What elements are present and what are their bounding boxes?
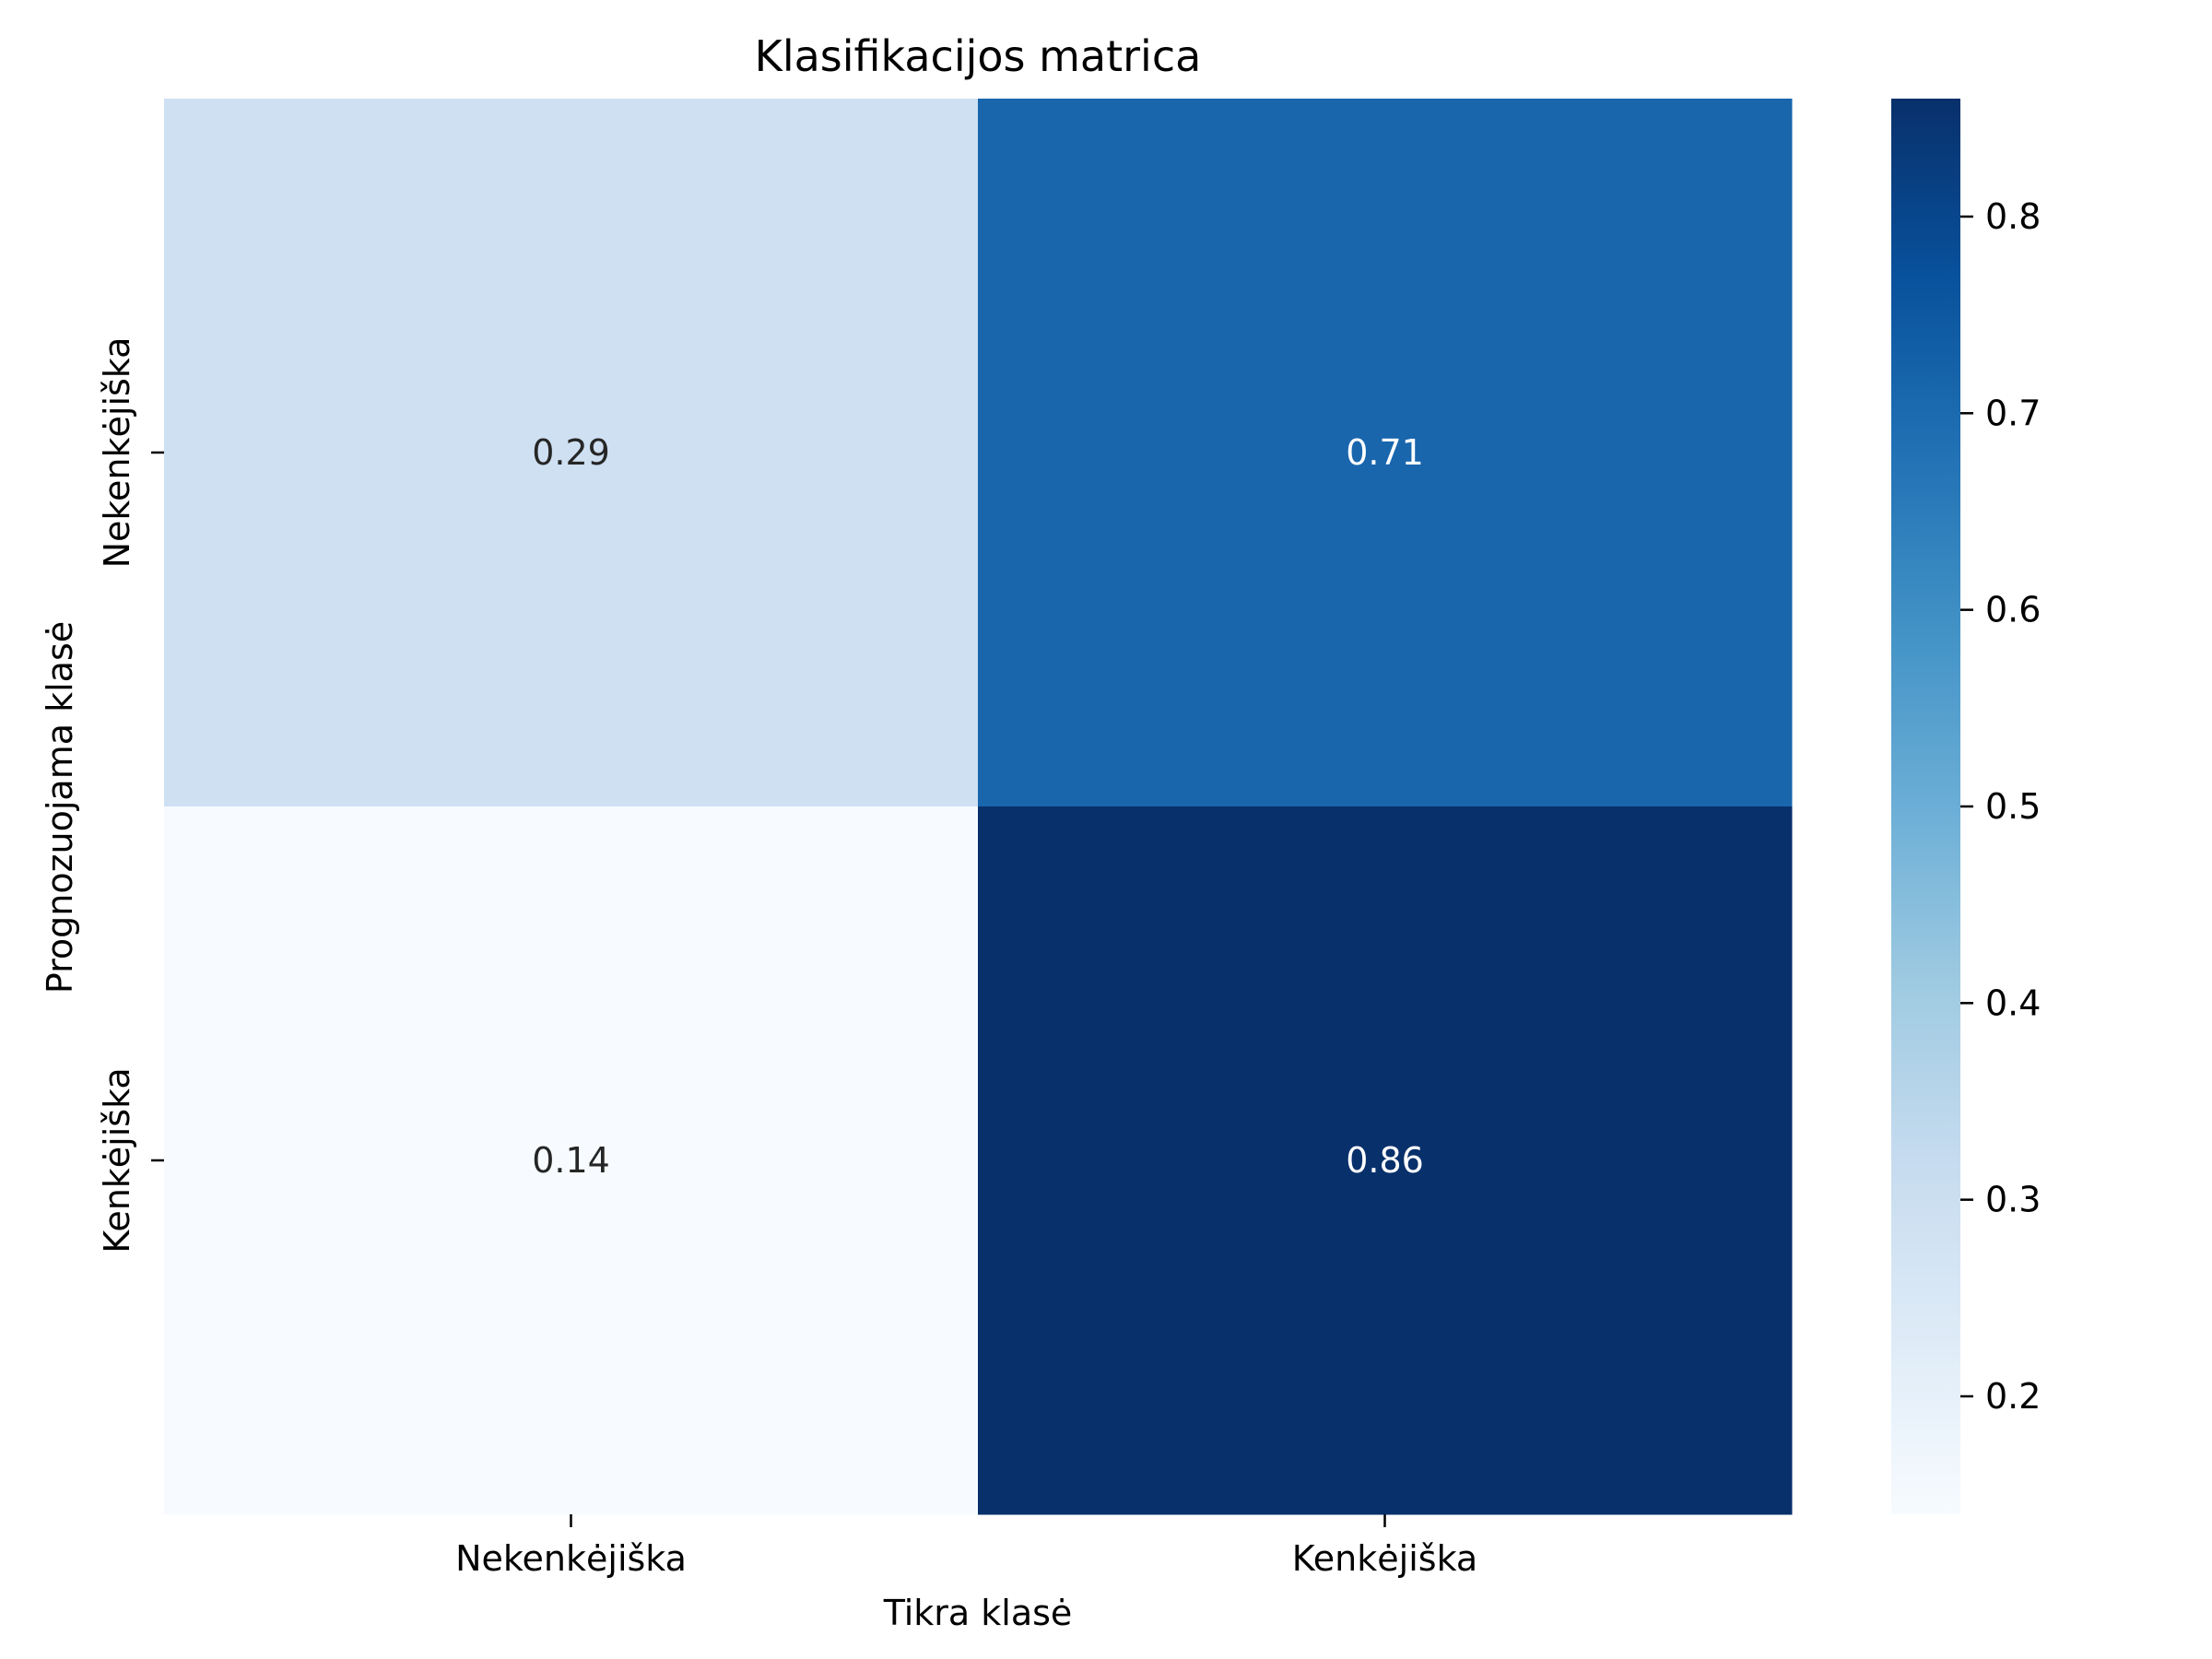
colorbar bbox=[1891, 99, 1960, 1514]
colorbar-tick-label: 0.4 bbox=[1985, 982, 2041, 1023]
colorbar-tick-label: 0.5 bbox=[1985, 786, 2041, 827]
heatmap-cell bbox=[164, 806, 979, 1515]
colorbar-ticks: 0.2 0.3 0.4 0.5 0.6 0.7 0.8 bbox=[1960, 196, 2041, 1417]
cell-value-label: 0.86 bbox=[1346, 1140, 1424, 1181]
cell-value-label: 0.14 bbox=[532, 1140, 610, 1181]
colorbar-tick-label: 0.6 bbox=[1985, 590, 2041, 630]
y-axis-label: Prognozuojama klasė bbox=[40, 621, 80, 994]
chart-title: Klasifikacijos matrica bbox=[755, 31, 1202, 81]
y-axis-ticks: Nekenkėjiška Kenkėjiška bbox=[97, 337, 164, 1253]
colorbar-tick-label: 0.7 bbox=[1985, 393, 2041, 433]
x-axis-ticks: Nekenkėjiška Kenkėjiška bbox=[455, 1514, 1477, 1579]
cell-value-label: 0.29 bbox=[532, 432, 610, 473]
heatmap-cells bbox=[164, 99, 1793, 1515]
cell-annotations: 0.29 0.71 0.14 0.86 bbox=[532, 432, 1424, 1181]
cell-value-label: 0.71 bbox=[1346, 432, 1424, 473]
y-tick-label: Nekenkėjiška bbox=[97, 337, 137, 569]
heatmap-cell bbox=[164, 99, 979, 807]
x-axis-label: Tikra klasė bbox=[883, 1593, 1073, 1633]
colorbar-tick-label: 0.3 bbox=[1985, 1180, 2041, 1220]
x-tick-label: Kenkėjiška bbox=[1292, 1538, 1477, 1579]
colorbar-tick-label: 0.8 bbox=[1985, 196, 2041, 237]
colorbar-tick-label: 0.2 bbox=[1985, 1376, 2041, 1417]
x-tick-label: Nekenkėjiška bbox=[455, 1538, 687, 1579]
heatmap-cell bbox=[978, 806, 1793, 1515]
y-tick-label: Kenkėjiška bbox=[97, 1067, 137, 1253]
heatmap-cell bbox=[978, 99, 1793, 807]
